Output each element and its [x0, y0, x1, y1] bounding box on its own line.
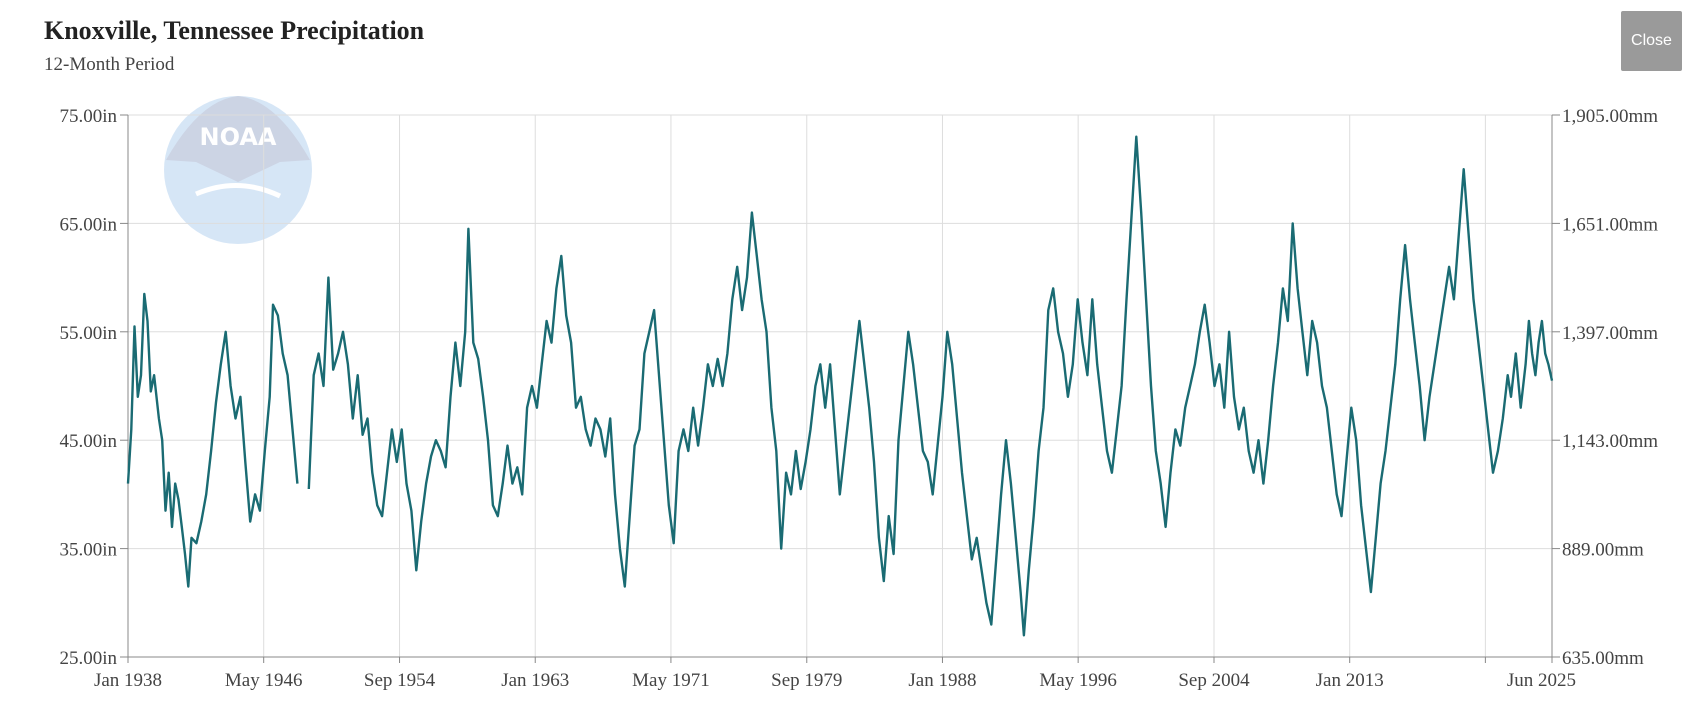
x-tick-label: Jan 1988 [908, 670, 976, 691]
axes: Jan 1938 May 1946 Sep 1954 Jan 1963 May 1971… [59, 106, 1658, 691]
close-button[interactable]: Close [1621, 11, 1682, 71]
y-tick-label-left: 45.00in [59, 431, 117, 452]
y-tick-label-right: 635.00mm [1562, 648, 1644, 669]
noaa-logo: NOAA [164, 96, 312, 244]
x-tick-label: May 1996 [1039, 670, 1117, 691]
x-tick-label: Jan 1938 [94, 670, 162, 691]
x-tick-label: Sep 1954 [364, 670, 436, 691]
x-tick-label: Jan 2013 [1316, 670, 1384, 691]
y-tick-label-left: 25.00in [59, 648, 117, 669]
y-tick-label-right: 889.00mm [1562, 540, 1644, 561]
precipitation-series-line [307, 135, 1554, 637]
x-tick-label: Jan 1963 [501, 670, 569, 691]
y-tick-label-right: 1,905.00mm [1562, 106, 1658, 127]
x-tick-label: Jun 2025 [1507, 670, 1576, 691]
y-tick-label-right: 1,143.00mm [1562, 431, 1658, 452]
x-tick-label: Sep 1979 [771, 670, 842, 691]
chart-title: Knoxville, Tennessee Precipitation [44, 16, 425, 45]
precipitation-series-line [126, 292, 299, 588]
y-tick-label-left: 65.00in [59, 214, 117, 235]
x-tick-label: May 1946 [225, 670, 303, 691]
chart-subtitle: 12-Month Period [44, 54, 175, 75]
x-tick-label: Sep 2004 [1178, 670, 1250, 691]
y-tick-label-right: 1,651.00mm [1562, 214, 1658, 235]
series-layer [126, 135, 1554, 637]
x-tick-label: May 1971 [632, 670, 710, 691]
y-tick-label-left: 35.00in [59, 540, 117, 561]
grid [127, 114, 1553, 658]
y-tick-label-left: 55.00in [59, 323, 117, 344]
y-tick-label-left: 75.00in [59, 106, 117, 127]
y-tick-label-right: 1,397.00mm [1562, 323, 1658, 344]
noaa-logo-text: NOAA [200, 123, 277, 151]
